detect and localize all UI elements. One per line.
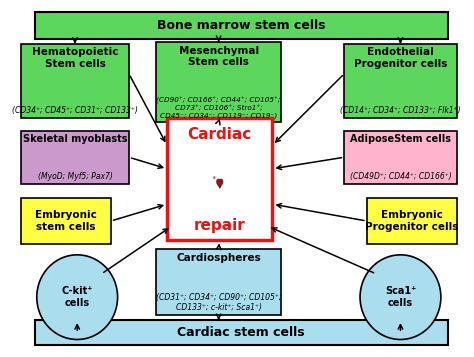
Bar — [21, 44, 129, 118]
Bar — [21, 131, 129, 184]
Text: (CD31⁺; CD34⁺; CD90⁺; CD105⁺;
CD133⁺; c-kit⁺; Sca1⁺): (CD31⁺; CD34⁺; CD90⁺; CD105⁺; CD133⁺; c-… — [156, 293, 282, 312]
Text: (CD49D⁺; CD44⁺; CD166⁺): (CD49D⁺; CD44⁺; CD166⁺) — [350, 172, 451, 181]
Text: Endothelial
Progenitor cells: Endothelial Progenitor cells — [354, 47, 447, 69]
Text: Cardiospheres: Cardiospheres — [176, 253, 261, 263]
Bar — [344, 131, 456, 184]
Text: Hematopoietic
Stem cells: Hematopoietic Stem cells — [32, 47, 118, 69]
Text: AdiposeStem cells: AdiposeStem cells — [350, 134, 451, 144]
Text: Bone marrow stem cells: Bone marrow stem cells — [157, 19, 325, 32]
Polygon shape — [217, 179, 223, 188]
Bar — [367, 198, 456, 244]
Ellipse shape — [37, 255, 118, 340]
Text: (CD90⁺; CD166⁺; CD44⁺; CD105⁺;
CD73⁺; CD106⁺; Stro1⁺;
CD45⁻; CD34⁻; CD119⁻; CD19: (CD90⁺; CD166⁺; CD44⁺; CD105⁺; CD73⁺; CD… — [156, 97, 281, 119]
Bar — [156, 249, 282, 315]
Bar — [35, 320, 447, 345]
Text: Cardiac stem cells: Cardiac stem cells — [177, 326, 305, 339]
Bar — [344, 44, 456, 118]
Text: Sca1⁺
cells: Sca1⁺ cells — [385, 286, 416, 308]
Ellipse shape — [360, 255, 441, 340]
Text: (MyoD; Myf5; Pax7): (MyoD; Myf5; Pax7) — [37, 172, 112, 181]
Bar — [35, 12, 447, 39]
Text: (CD14⁺; CD34⁺; CD133⁺; Flk1⁺): (CD14⁺; CD34⁺; CD133⁺; Flk1⁺) — [340, 106, 461, 115]
Bar — [167, 118, 273, 241]
Text: (CD34⁺; CD45⁺; CD31⁺; CD133⁺): (CD34⁺; CD45⁺; CD31⁺; CD133⁺) — [12, 106, 138, 115]
Bar — [156, 42, 282, 122]
Text: Embryonic
stem cells: Embryonic stem cells — [35, 210, 97, 232]
Text: Skeletal myoblasts: Skeletal myoblasts — [23, 134, 127, 144]
Text: repair: repair — [194, 218, 246, 233]
Text: Mesenchymal
Stem cells: Mesenchymal Stem cells — [179, 46, 259, 67]
Text: Cardiac: Cardiac — [188, 127, 252, 142]
Text: Embryonic
Progenitor cells: Embryonic Progenitor cells — [365, 210, 458, 232]
Text: C-kit⁺
cells: C-kit⁺ cells — [62, 286, 93, 308]
Bar — [21, 198, 111, 244]
Polygon shape — [214, 177, 215, 178]
